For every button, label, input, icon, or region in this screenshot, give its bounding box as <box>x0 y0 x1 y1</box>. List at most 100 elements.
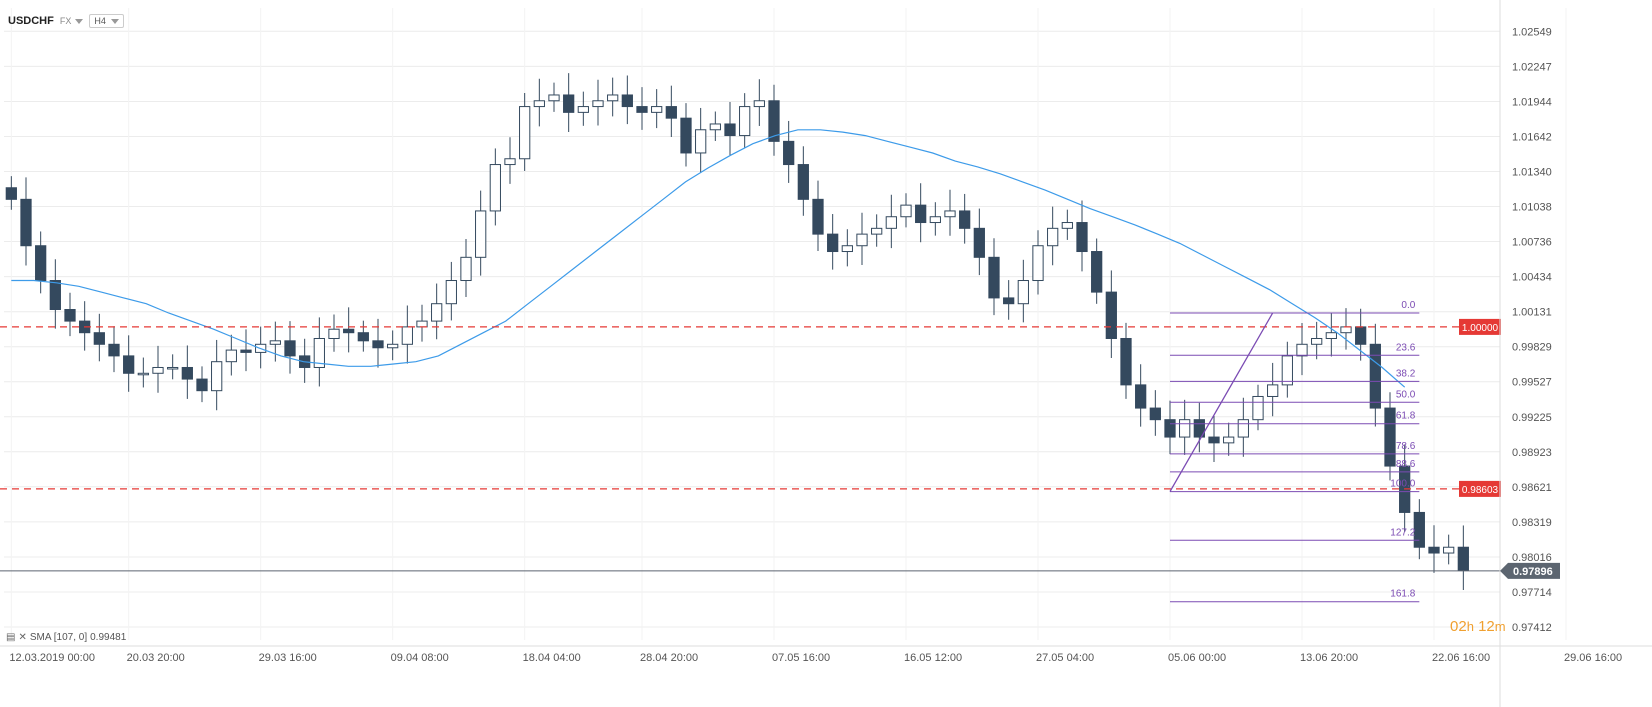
candle[interactable] <box>284 321 296 374</box>
candle[interactable] <box>1017 259 1029 323</box>
candle[interactable] <box>695 107 707 173</box>
candle[interactable] <box>1252 384 1264 431</box>
candle[interactable] <box>577 91 589 126</box>
candle[interactable] <box>709 111 721 141</box>
candle[interactable] <box>680 103 692 167</box>
candle[interactable] <box>1164 400 1176 455</box>
candle[interactable] <box>372 318 384 368</box>
candle[interactable] <box>49 259 61 329</box>
candle[interactable] <box>489 148 501 226</box>
candle[interactable] <box>1311 321 1323 360</box>
candle[interactable] <box>592 79 604 126</box>
candle[interactable] <box>1237 397 1249 457</box>
candle[interactable] <box>123 335 135 392</box>
close-icon[interactable]: ✕ <box>18 632 27 643</box>
price-axis[interactable]: 1.02549 1.02247 1.01944 1.01642 1.01340 1.010… <box>1499 0 1560 707</box>
candle[interactable] <box>885 194 897 249</box>
candle[interactable] <box>944 189 956 236</box>
candle[interactable] <box>1135 364 1147 427</box>
candle[interactable] <box>152 345 164 393</box>
candle[interactable] <box>548 82 560 112</box>
candle[interactable] <box>35 231 47 294</box>
candle[interactable] <box>313 317 325 387</box>
candle[interactable] <box>1208 415 1220 462</box>
candle[interactable] <box>240 329 252 372</box>
candle[interactable] <box>1032 230 1044 295</box>
candle[interactable] <box>1428 525 1440 573</box>
candle[interactable] <box>871 214 883 247</box>
candle[interactable] <box>343 307 355 353</box>
candle[interactable] <box>1296 322 1308 376</box>
candle[interactable] <box>1179 399 1191 455</box>
candle[interactable] <box>431 283 443 340</box>
candle[interactable] <box>607 77 619 117</box>
candle[interactable] <box>5 176 17 210</box>
candle[interactable] <box>196 366 208 403</box>
candle[interactable] <box>328 314 340 352</box>
candle[interactable] <box>504 137 516 184</box>
candle[interactable] <box>108 326 120 373</box>
candle[interactable] <box>93 313 105 362</box>
candle[interactable] <box>856 212 868 265</box>
candle[interactable] <box>1369 323 1381 427</box>
time-axis[interactable]: 12.03.2019 00:00 20.03 20:00 29.03 16:00 09… <box>0 645 1652 664</box>
candle[interactable] <box>225 334 237 376</box>
candle[interactable] <box>1091 238 1103 304</box>
price-level-line[interactable]: 1.00000 <box>0 318 1501 335</box>
candle[interactable] <box>1267 362 1279 417</box>
price-level-line[interactable]: 0.98603 <box>0 480 1501 497</box>
candle[interactable] <box>915 183 927 243</box>
candle[interactable] <box>1105 270 1117 358</box>
candle[interactable] <box>665 85 677 137</box>
candle[interactable] <box>1340 308 1352 350</box>
candle[interactable] <box>636 87 648 130</box>
candle[interactable] <box>1457 525 1469 591</box>
candle[interactable] <box>1384 392 1396 481</box>
plot-area[interactable]: 1.00000 0.98603 0.0 23.6 38.2 50.0 61.8 78.6 88.… <box>0 73 1501 603</box>
candle[interactable] <box>533 78 545 127</box>
candle[interactable] <box>475 190 487 276</box>
candle[interactable] <box>739 93 751 148</box>
candle[interactable] <box>959 193 971 244</box>
candle[interactable] <box>64 292 76 337</box>
candle[interactable] <box>460 238 472 298</box>
candle[interactable] <box>445 261 457 321</box>
candle[interactable] <box>416 304 428 342</box>
candle[interactable] <box>841 229 853 267</box>
candle[interactable] <box>181 345 193 399</box>
candle[interactable] <box>929 202 941 236</box>
candle[interactable] <box>1120 322 1132 399</box>
candle[interactable] <box>1061 209 1073 240</box>
candle[interactable] <box>211 339 223 411</box>
candle[interactable] <box>783 120 795 183</box>
settings-icon[interactable]: ▤ <box>6 632 16 643</box>
candle[interactable] <box>519 92 531 171</box>
candle[interactable] <box>1443 534 1455 565</box>
candle[interactable] <box>1413 499 1425 560</box>
candle[interactable] <box>167 354 179 380</box>
candle[interactable] <box>768 84 780 156</box>
candle[interactable] <box>563 73 575 133</box>
candle[interactable] <box>357 320 369 352</box>
candle[interactable] <box>1193 402 1205 453</box>
candle[interactable] <box>1003 280 1015 320</box>
candle[interactable] <box>1281 341 1293 398</box>
candle[interactable] <box>797 146 809 216</box>
candle[interactable] <box>812 180 824 251</box>
candle[interactable] <box>724 101 736 156</box>
candle[interactable] <box>1047 206 1059 266</box>
candle[interactable] <box>401 305 413 364</box>
candle[interactable] <box>20 177 32 266</box>
candle[interactable] <box>137 357 149 388</box>
candle[interactable] <box>621 75 633 125</box>
timeframe-selector[interactable]: H4 <box>89 14 124 28</box>
candle[interactable] <box>988 238 1000 316</box>
candle[interactable] <box>1076 200 1088 272</box>
candle[interactable] <box>1325 312 1337 357</box>
candle[interactable] <box>1355 308 1367 361</box>
candle[interactable] <box>753 79 765 126</box>
candle[interactable] <box>1223 422 1235 456</box>
market-selector[interactable]: FX <box>60 16 84 26</box>
candle[interactable] <box>900 193 912 228</box>
